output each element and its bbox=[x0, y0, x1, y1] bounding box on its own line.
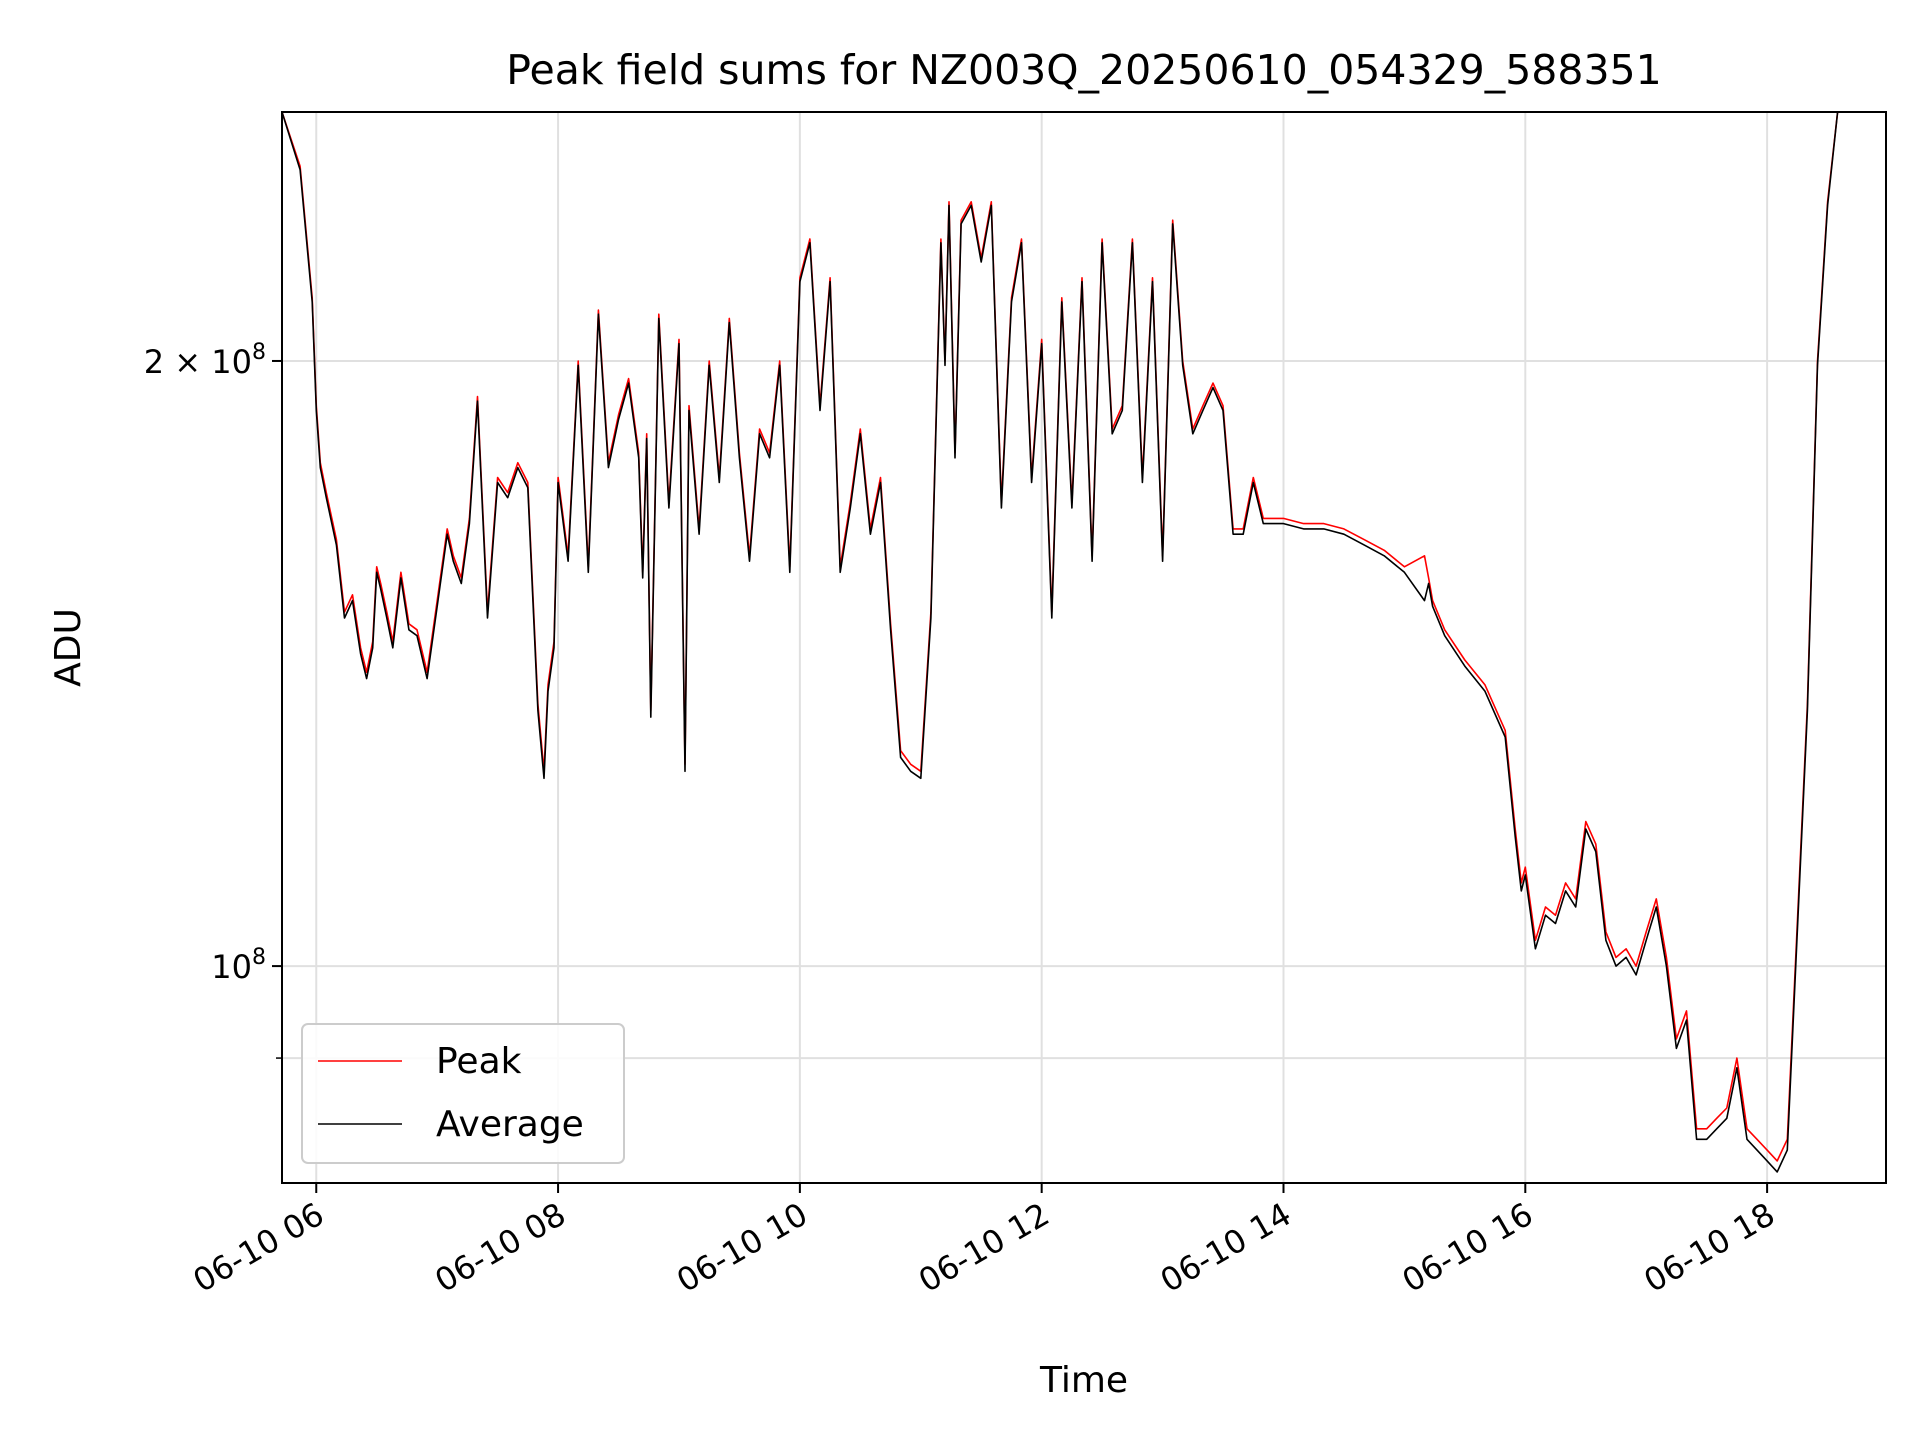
series-line-average bbox=[282, 112, 1848, 1173]
legend-label: Average bbox=[436, 1104, 584, 1145]
y-tick-label: 108 bbox=[211, 945, 266, 986]
y-axis-label: ADU bbox=[48, 608, 89, 687]
series-layer bbox=[282, 112, 1848, 1173]
plot-frame bbox=[281, 111, 1887, 1184]
y-tick-label: 2 × 108 bbox=[144, 340, 266, 381]
legend-box bbox=[301, 1023, 625, 1164]
legend: Peak Average bbox=[301, 1023, 625, 1164]
legend-label: Peak bbox=[436, 1041, 522, 1082]
x-axis-label: Time bbox=[1039, 1360, 1128, 1401]
chart-title: Peak field sums for NZ003Q_20250610_0543… bbox=[506, 46, 1661, 94]
